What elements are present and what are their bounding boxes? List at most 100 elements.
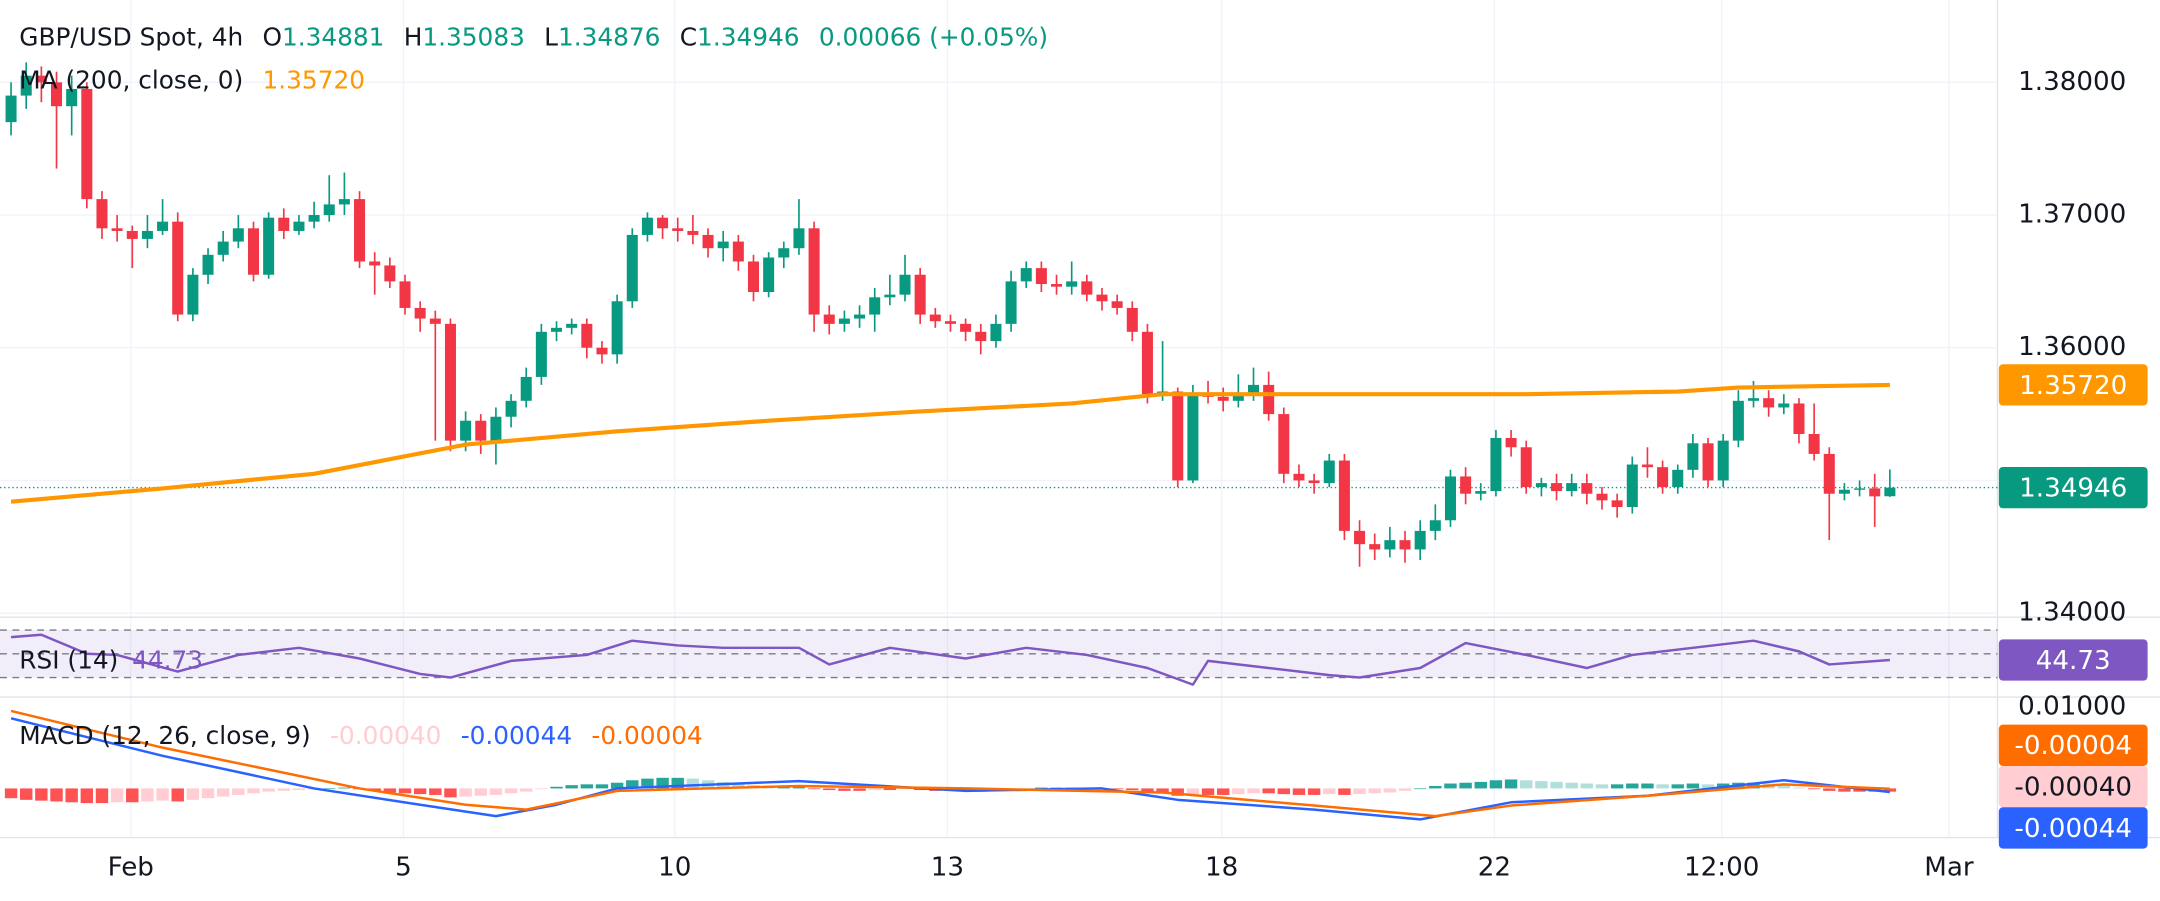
ohlc-key: C [680,23,697,52]
last-price-badge: 1.34946 [2019,473,2127,503]
candle-body [1596,493,1608,501]
candle-body [1066,281,1078,287]
histogram-bar [323,788,336,790]
macd-name: MACD (12, 26, close, 9) [19,721,310,750]
ohlc-value: 1.34876 [558,23,660,52]
histogram-bar [1444,783,1457,789]
candle-body [1384,540,1396,550]
histogram-bar [838,788,851,791]
histogram-bar [1126,788,1139,791]
candle-body [1414,530,1426,550]
histogram-bar [1383,788,1397,793]
x-tick-label: 10 [658,852,691,882]
histogram-bar [580,784,594,789]
histogram-bar [671,777,684,789]
candle-body [551,327,563,332]
candle-body [111,228,123,231]
ohlc-value: 1.34946 [697,23,799,52]
candle-body [51,82,63,107]
candle-body [641,217,653,235]
candle-body [66,88,78,107]
histogram-bar [201,788,215,799]
histogram-bar [1610,784,1624,789]
candle-body [1399,540,1411,550]
histogram-bar [550,786,563,789]
moving-average-line [10,382,1890,504]
candle-body [990,323,1002,342]
y-tick-label: 1.37000 [2018,200,2126,230]
candle-body [35,75,47,83]
x-tick-label: 18 [1205,852,1238,882]
candle-body [1475,491,1487,494]
grid [0,0,1999,838]
candle-body [1111,301,1123,308]
histogram-bar [1580,783,1594,789]
candle-body [687,230,699,235]
signal-badge-bg [1998,724,2148,766]
histogram-bar [262,788,275,792]
candle-body [702,234,714,249]
candle-body [808,228,820,315]
candle-body [1672,469,1684,488]
candle-body [1217,396,1229,401]
candle-body [247,228,259,275]
indicator-name: RSI (14) [19,645,118,674]
signal-badge: -0.00004 [2014,731,2132,761]
histogram-bar [4,788,18,799]
histogram-badge: -0.00040 [2014,773,2132,803]
candle-body [1354,530,1366,545]
histogram-bar [232,788,245,795]
histogram-bar [1671,784,1684,789]
histogram-bar [535,788,548,790]
candle-body [869,297,881,315]
candle-body [1369,544,1381,550]
histogram-bar [1232,788,1245,795]
candle-body [1141,331,1153,395]
histogram-bar [474,788,487,796]
histogram-bar [1853,788,1866,792]
histogram-bar [1641,783,1654,789]
histogram-bar [1520,780,1533,789]
candle-body [1611,500,1623,507]
candle-body [1535,483,1547,488]
histogram-bar [1777,785,1791,789]
histogram-bar [1307,788,1321,795]
histogram-bar [126,788,139,803]
histogram-bar [398,788,412,794]
candle-body [1808,433,1820,454]
candle-body [1778,403,1790,408]
candle-body [1884,487,1896,497]
candle-body [20,75,32,96]
candle-body [596,347,608,355]
histogram-value: -0.00040 [330,721,441,750]
chart-title: GBP/USD Spot, 4h [19,23,243,52]
candle-body [172,221,184,315]
candle-body [1566,483,1578,492]
candle-body [1702,443,1714,481]
histogram-bar [1262,788,1275,794]
candle-body [505,400,517,417]
histogram-bar [1747,782,1760,789]
histogram-bar [65,788,78,803]
candle-body [475,420,487,441]
histogram-bar [1565,782,1578,789]
histogram-bar [35,788,48,801]
y-tick-label: 1.34000 [2018,598,2126,628]
overlay-badge: 1.35720 [2019,371,2127,401]
histogram-bar [1247,788,1260,794]
candle-body [1172,391,1184,481]
y-tick-label: 1.38000 [2018,67,2126,97]
histogram-bar [868,788,881,791]
indicator-badge-bg [1998,639,2148,681]
candle-body [1035,268,1047,285]
histogram-bar [216,788,230,797]
overlay-legend: MA (200, close, 0) 1.35720 [19,65,365,94]
candle-body [520,376,532,401]
candle-body [217,241,229,255]
price-change: 0.00066 (+0.05%) [819,23,1048,52]
candle-body [884,294,896,298]
ohlc-value: 1.35083 [422,23,524,52]
histogram-bar [1656,784,1669,789]
histogram-bar [1807,788,1821,790]
